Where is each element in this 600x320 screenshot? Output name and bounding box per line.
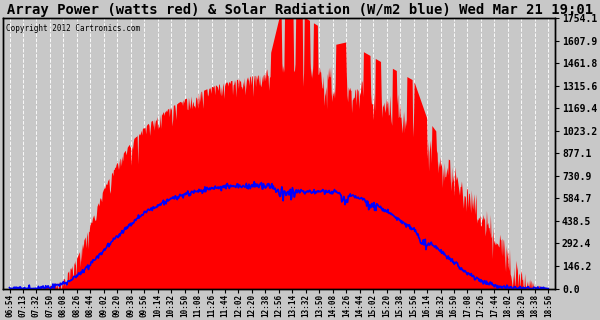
- Title: West Array Power (watts red) & Solar Radiation (W/m2 blue) Wed Mar 21 19:01: West Array Power (watts red) & Solar Rad…: [0, 3, 593, 17]
- Text: Copyright 2012 Cartronics.com: Copyright 2012 Cartronics.com: [5, 23, 140, 33]
